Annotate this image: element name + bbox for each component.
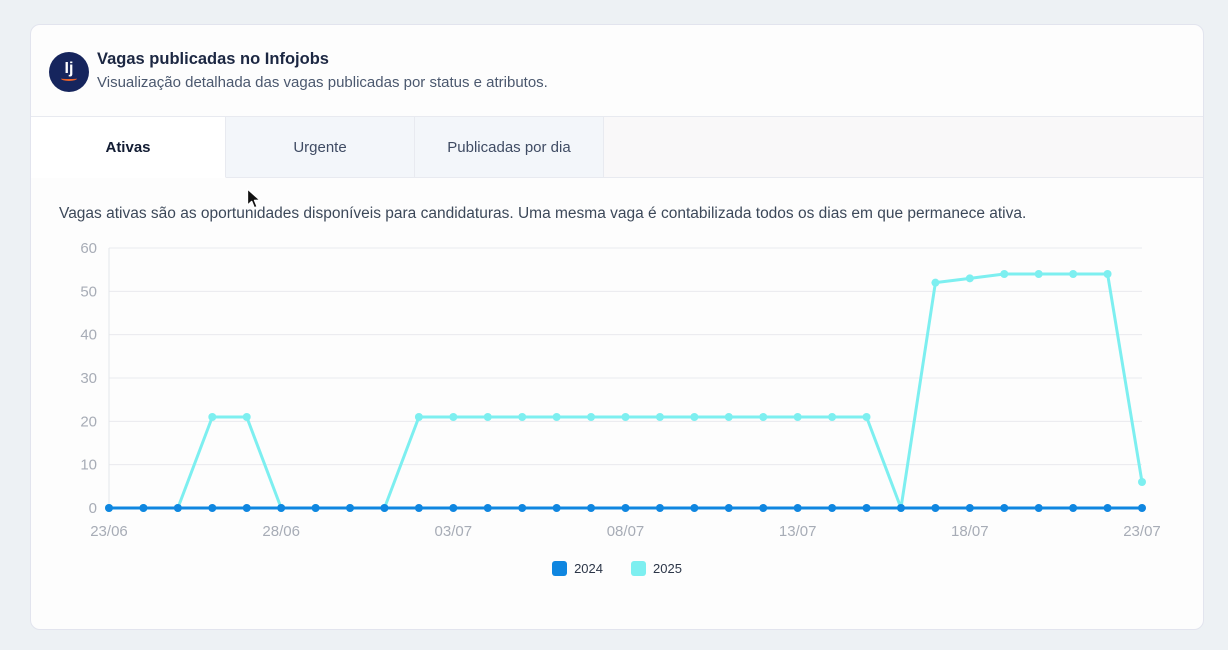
y-tick-label: 10 — [80, 457, 97, 474]
page-subtitle: Visualização detalhada das vagas publica… — [97, 74, 548, 91]
tab-bar: Ativas Urgente Publicadas por dia — [31, 116, 1203, 178]
tab-ativas[interactable]: Ativas — [31, 117, 226, 178]
y-tick-label: 30 — [80, 370, 97, 387]
data-point-2025 — [931, 278, 940, 287]
data-point-2024 — [414, 504, 423, 512]
logo-text: Ij — [64, 59, 74, 77]
data-point-2025 — [724, 413, 733, 421]
data-point-2024 — [1069, 504, 1078, 512]
data-point-2024 — [311, 504, 320, 512]
data-point-2024 — [862, 504, 871, 512]
y-tick-label: 60 — [80, 240, 97, 257]
data-point-2024 — [380, 504, 389, 512]
legend-label-2025: 2025 — [653, 561, 682, 576]
data-point-2024 — [759, 504, 768, 512]
data-point-2024 — [105, 504, 113, 512]
data-point-2025 — [518, 413, 527, 421]
data-point-2025 — [414, 413, 423, 421]
data-point-2025 — [208, 413, 217, 421]
data-point-2025 — [1103, 270, 1112, 278]
legend-swatch-2025 — [631, 561, 646, 576]
data-point-2024 — [724, 504, 733, 512]
data-point-2025 — [1034, 270, 1043, 278]
data-point-2025 — [828, 413, 837, 421]
data-point-2024 — [931, 504, 940, 512]
legend-swatch-2024 — [552, 561, 568, 576]
chart-legend: 2024 2025 — [31, 561, 1203, 576]
data-point-2024 — [1000, 504, 1009, 512]
x-tick-label: 23/06 — [90, 523, 128, 540]
card-header: Ij Vagas publicadas no Infojobs Visualiz… — [31, 25, 1203, 116]
mouse-cursor-icon — [246, 188, 261, 209]
data-point-2025 — [552, 413, 561, 421]
data-point-2025 — [793, 413, 802, 421]
x-tick-label: 28/06 — [262, 523, 300, 540]
series-line-2025 — [107, 272, 1144, 510]
data-point-2024 — [139, 504, 148, 512]
x-tick-label: 23/07 — [1123, 523, 1161, 540]
data-point-2024 — [965, 504, 974, 512]
tab-publicadas-por-dia[interactable]: Publicadas por dia — [415, 117, 604, 178]
data-point-2025 — [483, 413, 492, 421]
data-point-2024 — [587, 504, 596, 512]
legend-item-2025: 2025 — [631, 561, 682, 576]
data-point-2025 — [1069, 270, 1078, 278]
data-point-2024 — [1034, 504, 1043, 512]
data-point-2025 — [1000, 270, 1009, 278]
logo-swoosh — [61, 76, 77, 81]
x-tick-label: 08/07 — [607, 523, 645, 540]
line-chart: 0 10 20 30 40 50 60 23/06 28/06 03/07 08/07 13/07 18… — [80, 240, 1161, 540]
data-point-2024 — [896, 504, 905, 512]
data-point-2024 — [1138, 504, 1146, 512]
data-point-2025 — [587, 413, 596, 421]
data-point-2025 — [621, 413, 630, 421]
tab-publicadas-por-dia-label: Publicadas por dia — [447, 138, 571, 156]
data-point-2025 — [655, 413, 664, 421]
tab-urgente[interactable]: Urgente — [226, 117, 415, 178]
data-point-2024 — [173, 504, 182, 512]
data-point-2024 — [655, 504, 664, 512]
data-point-2024 — [690, 504, 699, 512]
tab-bar-filler — [604, 117, 1203, 178]
data-point-2025 — [862, 413, 871, 421]
data-point-2024 — [346, 504, 355, 512]
data-point-2024 — [449, 504, 458, 512]
data-point-2025 — [965, 274, 974, 283]
chart-description: Vagas ativas são as oportunidades dispon… — [59, 205, 1027, 222]
data-point-2024 — [828, 504, 837, 512]
data-point-2024 — [208, 504, 217, 512]
tab-urgente-label: Urgente — [293, 138, 347, 156]
data-point-2025 — [449, 413, 458, 421]
data-point-2024 — [518, 504, 527, 512]
data-point-2024 — [793, 504, 802, 512]
y-tick-label: 20 — [80, 413, 97, 430]
x-tick-label: 18/07 — [951, 523, 989, 540]
data-point-2024 — [277, 504, 286, 512]
data-point-2025 — [1138, 478, 1146, 486]
legend-item-2024: 2024 — [552, 561, 603, 576]
tab-ativas-label: Ativas — [105, 138, 151, 156]
x-tick-label: 13/07 — [779, 523, 817, 540]
data-point-2024 — [621, 504, 630, 512]
data-point-2025 — [759, 413, 768, 421]
x-tick-label: 03/07 — [435, 523, 473, 540]
y-tick-label: 0 — [89, 500, 97, 517]
data-point-2024 — [483, 504, 492, 512]
data-point-2024 — [552, 504, 561, 512]
y-tick-label: 50 — [80, 283, 97, 300]
legend-label-2024: 2024 — [574, 561, 603, 576]
page-title: Vagas publicadas no Infojobs — [97, 50, 329, 68]
data-point-2024 — [1103, 504, 1112, 512]
data-point-2025 — [242, 413, 251, 421]
infojobs-logo-icon: Ij — [49, 52, 89, 92]
vagas-card: Ij Vagas publicadas no Infojobs Visualiz… — [30, 24, 1204, 630]
data-point-2024 — [242, 504, 251, 512]
y-tick-label: 40 — [80, 327, 97, 344]
data-point-2025 — [690, 413, 699, 421]
